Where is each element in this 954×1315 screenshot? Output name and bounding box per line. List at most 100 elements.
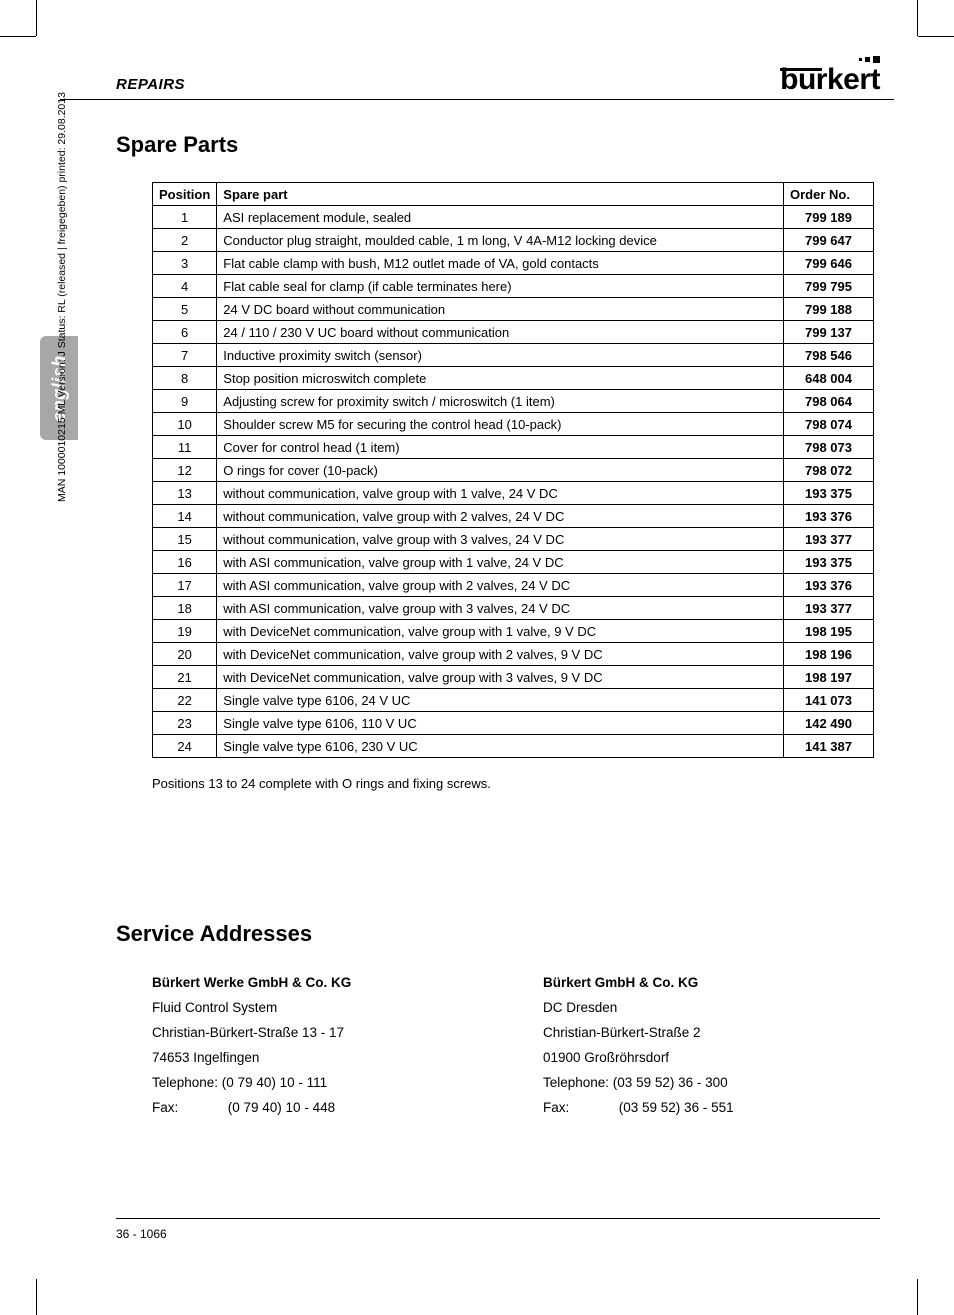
cell-spare-part: with DeviceNet communication, valve grou… xyxy=(217,643,784,666)
address-line: DC Dresden xyxy=(543,996,874,1021)
cell-position: 3 xyxy=(153,252,217,275)
cell-position: 5 xyxy=(153,298,217,321)
address-left: Bürkert Werke GmbH & Co. KG Fluid Contro… xyxy=(152,971,483,1121)
cell-position: 18 xyxy=(153,597,217,620)
cell-order-no: 798 064 xyxy=(784,390,874,413)
table-row: 1ASI replacement module, sealed799 189 xyxy=(153,206,874,229)
cell-spare-part: without communication, valve group with … xyxy=(217,482,784,505)
service-addresses-heading: Service Addresses xyxy=(116,921,894,947)
table-row: 14without communication, valve group wit… xyxy=(153,505,874,528)
table-row: 624 / 110 / 230 V UC board without commu… xyxy=(153,321,874,344)
page: REPAIRS burkert english MAN 1000010215 M… xyxy=(0,0,954,1315)
table-row: 15without communication, valve group wit… xyxy=(153,528,874,551)
fax-value: (0 79 40) 10 - 448 xyxy=(228,1100,335,1115)
table-row: 4Flat cable seal for clamp (if cable ter… xyxy=(153,275,874,298)
cell-order-no: 142 490 xyxy=(784,712,874,735)
cell-spare-part: 24 V DC board without communication xyxy=(217,298,784,321)
cell-order-no: 193 377 xyxy=(784,597,874,620)
table-row: 12O rings for cover (10-pack)798 072 xyxy=(153,459,874,482)
table-row: 10Shoulder screw M5 for securing the con… xyxy=(153,413,874,436)
cell-order-no: 799 646 xyxy=(784,252,874,275)
cell-spare-part: ASI replacement module, sealed xyxy=(217,206,784,229)
cell-spare-part: Stop position microswitch complete xyxy=(217,367,784,390)
cell-position: 24 xyxy=(153,735,217,758)
table-row: 20with DeviceNet communication, valve gr… xyxy=(153,643,874,666)
table-header-row: Position Spare part Order No. xyxy=(153,183,874,206)
table-row: 21with DeviceNet communication, valve gr… xyxy=(153,666,874,689)
address-line: Telephone: (03 59 52) 36 - 300 xyxy=(543,1071,874,1096)
fax-line: Fax: (0 79 40) 10 - 448 xyxy=(152,1096,483,1121)
cell-order-no: 798 074 xyxy=(784,413,874,436)
cell-order-no: 198 196 xyxy=(784,643,874,666)
address-line: Fluid Control System xyxy=(152,996,483,1021)
cell-position: 17 xyxy=(153,574,217,597)
cell-spare-part: with ASI communication, valve group with… xyxy=(217,597,784,620)
cell-position: 19 xyxy=(153,620,217,643)
cell-spare-part: with DeviceNet communication, valve grou… xyxy=(217,620,784,643)
cell-order-no: 198 197 xyxy=(784,666,874,689)
table-row: 23Single valve type 6106, 110 V UC142 49… xyxy=(153,712,874,735)
cell-position: 23 xyxy=(153,712,217,735)
address-line: 74653 Ingelfingen xyxy=(152,1046,483,1071)
content-area: REPAIRS burkert english MAN 1000010215 M… xyxy=(60,60,894,1255)
cell-order-no: 141 073 xyxy=(784,689,874,712)
brand-dots-icon xyxy=(859,58,880,63)
page-number: 36 - 1066 xyxy=(116,1227,167,1241)
company-name: Bürkert GmbH & Co. KG xyxy=(543,971,874,996)
cell-spare-part: Single valve type 6106, 230 V UC xyxy=(217,735,784,758)
cell-spare-part: Adjusting screw for proximity switch / m… xyxy=(217,390,784,413)
page-header: REPAIRS burkert xyxy=(60,60,894,100)
section-label: REPAIRS xyxy=(116,76,185,93)
cell-order-no: 799 647 xyxy=(784,229,874,252)
fax-value: (03 59 52) 36 - 551 xyxy=(619,1100,734,1115)
address-line: Telephone: (0 79 40) 10 - 111 xyxy=(152,1071,483,1096)
document-meta: MAN 1000010215 ML Version: J Status: RL … xyxy=(56,42,68,502)
table-note: Positions 13 to 24 complete with O rings… xyxy=(152,776,874,791)
cell-order-no: 141 387 xyxy=(784,735,874,758)
table-row: 524 V DC board without communication799 … xyxy=(153,298,874,321)
brand-logo: burkert xyxy=(780,60,880,93)
cell-order-no: 193 376 xyxy=(784,574,874,597)
address-right: Bürkert GmbH & Co. KG DC Dresden Christi… xyxy=(543,971,874,1121)
crop-mark xyxy=(36,1279,37,1315)
cell-spare-part: Single valve type 6106, 110 V UC xyxy=(217,712,784,735)
cell-order-no: 799 795 xyxy=(784,275,874,298)
cell-order-no: 798 546 xyxy=(784,344,874,367)
cell-position: 11 xyxy=(153,436,217,459)
fax-label: Fax: xyxy=(152,1096,224,1121)
table-row: 7Inductive proximity switch (sensor)798 … xyxy=(153,344,874,367)
cell-spare-part: 24 / 110 / 230 V UC board without commun… xyxy=(217,321,784,344)
cell-position: 21 xyxy=(153,666,217,689)
address-line: 01900 Großröhrsdorf xyxy=(543,1046,874,1071)
col-position: Position xyxy=(153,183,217,206)
cell-order-no: 799 188 xyxy=(784,298,874,321)
cell-order-no: 198 195 xyxy=(784,620,874,643)
cell-position: 7 xyxy=(153,344,217,367)
addresses: Bürkert Werke GmbH & Co. KG Fluid Contro… xyxy=(152,971,874,1121)
col-spare-part: Spare part xyxy=(217,183,784,206)
cell-position: 2 xyxy=(153,229,217,252)
cell-spare-part: with ASI communication, valve group with… xyxy=(217,574,784,597)
cell-order-no: 648 004 xyxy=(784,367,874,390)
cell-order-no: 798 073 xyxy=(784,436,874,459)
fax-line: Fax: (03 59 52) 36 - 551 xyxy=(543,1096,874,1121)
cell-spare-part: Cover for control head (1 item) xyxy=(217,436,784,459)
cell-spare-part: without communication, valve group with … xyxy=(217,528,784,551)
cell-position: 22 xyxy=(153,689,217,712)
cell-position: 13 xyxy=(153,482,217,505)
cell-order-no: 799 137 xyxy=(784,321,874,344)
table-row: 3Flat cable clamp with bush, M12 outlet … xyxy=(153,252,874,275)
crop-mark xyxy=(917,0,918,36)
cell-position: 14 xyxy=(153,505,217,528)
cell-position: 4 xyxy=(153,275,217,298)
cell-position: 15 xyxy=(153,528,217,551)
cell-spare-part: Inductive proximity switch (sensor) xyxy=(217,344,784,367)
cell-position: 6 xyxy=(153,321,217,344)
col-order-no: Order No. xyxy=(784,183,874,206)
crop-mark xyxy=(917,1279,918,1315)
table-row: 2Conductor plug straight, moulded cable,… xyxy=(153,229,874,252)
cell-order-no: 193 376 xyxy=(784,505,874,528)
crop-mark xyxy=(36,0,37,36)
company-name: Bürkert Werke GmbH & Co. KG xyxy=(152,971,483,996)
fax-label: Fax: xyxy=(543,1096,615,1121)
